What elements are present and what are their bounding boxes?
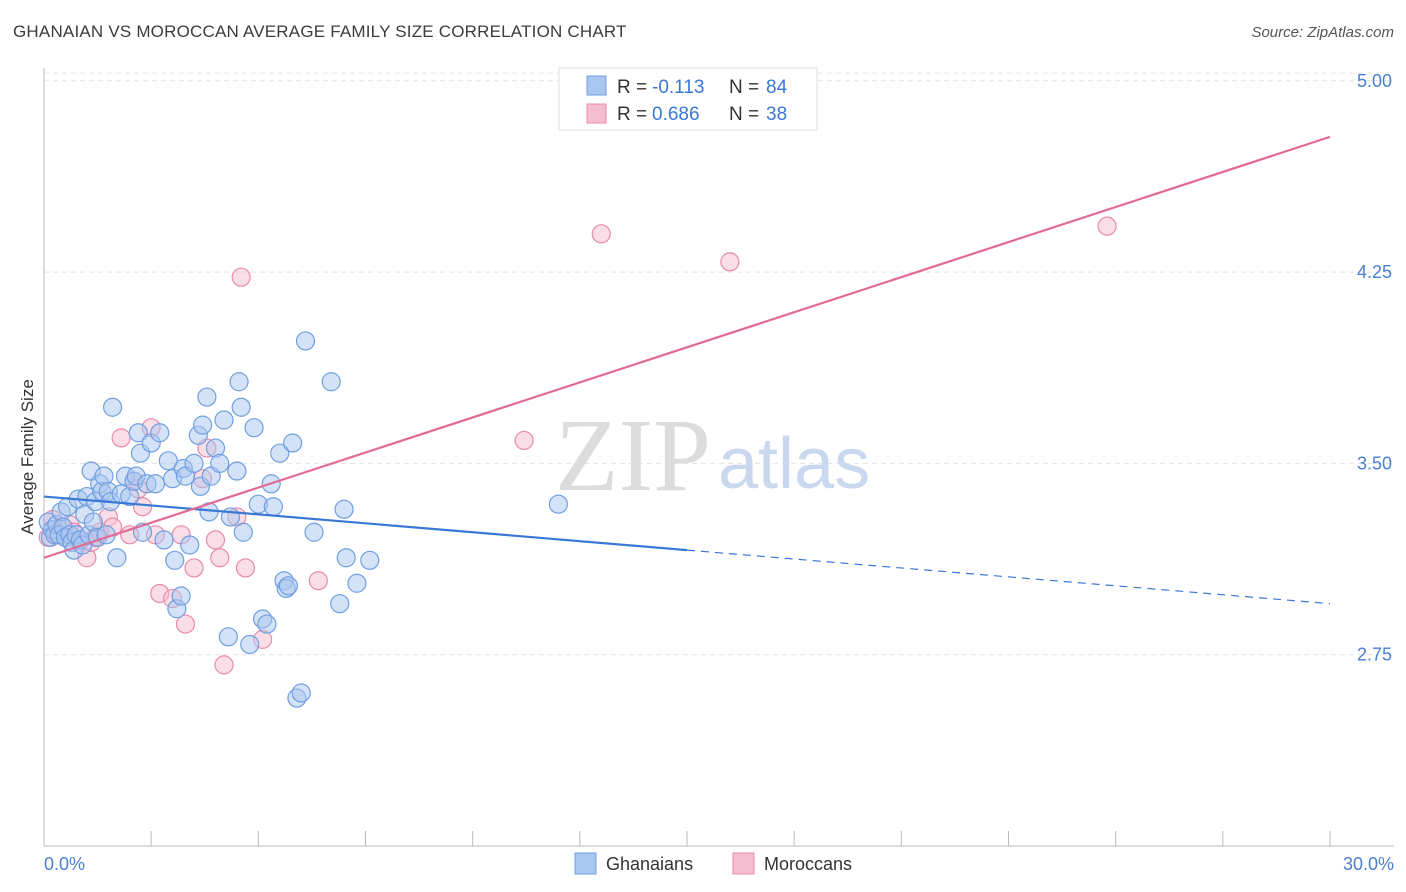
moroccan-point bbox=[591, 224, 611, 244]
watermark: ZIP atlas bbox=[555, 398, 870, 513]
ghanaian-point bbox=[227, 461, 247, 481]
ghanaians-points bbox=[38, 331, 569, 708]
x-tick-label-min: 0.0% bbox=[44, 854, 85, 874]
bottom-legend-swatch-ghanaians bbox=[574, 852, 597, 875]
legend-swatch-ghanaians bbox=[586, 75, 607, 96]
moroccan-point bbox=[132, 497, 153, 517]
ghanaian-point bbox=[334, 499, 354, 519]
ghanaian-point bbox=[233, 522, 253, 542]
ghanaian-point bbox=[240, 634, 260, 655]
ghanaian-point bbox=[347, 573, 367, 593]
y-tick-label: 3.50 bbox=[1357, 453, 1392, 473]
ghanaian-point bbox=[171, 586, 191, 606]
chart-source: Source: ZipAtlas.com bbox=[1251, 24, 1394, 41]
top-legend: R = -0.113 N = 84 R = 0.686 N = 38 bbox=[558, 67, 818, 131]
moroccan-point bbox=[308, 571, 328, 591]
bottom-legend-label-ghanaians: Ghanaians bbox=[606, 854, 693, 874]
ghanaian-point bbox=[304, 522, 324, 542]
legend-r-label-ghanaians: R = bbox=[617, 77, 647, 98]
legend-n-value-moroccans: 38 bbox=[766, 104, 787, 125]
ghanaian-point bbox=[165, 550, 185, 570]
ghanaian-point bbox=[278, 576, 298, 596]
ghanaian-point bbox=[180, 535, 200, 555]
legend-n-value-ghanaians: 84 bbox=[766, 77, 788, 98]
legend-swatch-moroccans bbox=[586, 103, 607, 124]
moroccan-point bbox=[231, 267, 251, 287]
axes bbox=[43, 68, 1394, 847]
y-tick-label: 4.25 bbox=[1357, 262, 1392, 282]
moroccan-point bbox=[205, 530, 226, 550]
ghanaian-point bbox=[197, 387, 217, 407]
ghanaians-trendline-extension bbox=[686, 549, 1331, 605]
ghanaian-point bbox=[330, 594, 350, 614]
ghanaian-point bbox=[154, 530, 174, 550]
bottom-legend: Ghanaians Moroccans bbox=[574, 852, 852, 875]
chart-title: GHANAIAN VS MOROCCAN AVERAGE FAMILY SIZE… bbox=[13, 22, 627, 41]
moroccan-point bbox=[184, 558, 204, 578]
ghanaian-point bbox=[102, 397, 123, 417]
ghanaian-point bbox=[360, 550, 380, 570]
ghanaian-point bbox=[107, 548, 127, 568]
bottom-legend-swatch-moroccans bbox=[732, 852, 755, 875]
ghanaian-point bbox=[150, 423, 170, 443]
ghanaian-point bbox=[336, 548, 356, 568]
x-tick-label-max: 30.0% bbox=[1343, 854, 1394, 874]
legend-r-value-ghanaians: -0.113 bbox=[652, 77, 704, 98]
ghanaian-point bbox=[295, 331, 316, 351]
ghanaian-point bbox=[229, 372, 249, 392]
ghanaians-trendline bbox=[43, 495, 688, 552]
moroccan-point bbox=[210, 548, 230, 568]
x-ticks bbox=[43, 831, 1331, 846]
legend-r-label-moroccans: R = bbox=[617, 104, 647, 125]
moroccans-trendline bbox=[43, 135, 1331, 559]
ghanaian-point bbox=[283, 433, 303, 453]
ghanaian-point bbox=[128, 423, 148, 443]
moroccan-point bbox=[111, 428, 131, 448]
ghanaian-point bbox=[263, 497, 283, 517]
watermark-atlas: atlas bbox=[718, 424, 870, 504]
ghanaian-point bbox=[158, 451, 178, 471]
ghanaian-point bbox=[291, 683, 311, 703]
legend-r-value-moroccans: 0.686 bbox=[652, 104, 700, 125]
trendlines bbox=[43, 135, 1331, 605]
watermark-zip: ZIP bbox=[555, 398, 711, 513]
ghanaian-point bbox=[214, 410, 234, 430]
ghanaian-point bbox=[145, 474, 166, 494]
ghanaian-point bbox=[231, 397, 251, 417]
moroccan-point bbox=[175, 614, 196, 634]
y-axis-title: Average Family Size bbox=[18, 379, 37, 535]
ghanaian-point bbox=[244, 418, 264, 438]
moroccan-point bbox=[514, 430, 534, 451]
moroccan-point bbox=[235, 558, 256, 578]
y-tick-labels: 2.75 3.50 4.25 5.00 bbox=[1357, 71, 1392, 665]
y-tick-label: 2.75 bbox=[1357, 645, 1392, 665]
ghanaian-point bbox=[270, 443, 290, 463]
legend-n-label-moroccans: N = bbox=[729, 104, 759, 125]
ghanaian-point bbox=[321, 372, 341, 392]
ghanaian-point bbox=[184, 453, 204, 473]
moroccan-point bbox=[214, 655, 234, 675]
bottom-legend-label-moroccans: Moroccans bbox=[764, 854, 852, 874]
ghanaian-point bbox=[548, 494, 569, 514]
legend-n-label-ghanaians: N = bbox=[729, 77, 759, 98]
ghanaian-point bbox=[257, 614, 277, 634]
moroccan-point bbox=[720, 252, 740, 272]
ghanaian-point bbox=[218, 627, 238, 647]
moroccan-point bbox=[1097, 216, 1117, 236]
ghanaian-point bbox=[210, 453, 230, 473]
ghanaian-point bbox=[193, 415, 213, 435]
y-tick-label: 5.00 bbox=[1357, 71, 1392, 91]
